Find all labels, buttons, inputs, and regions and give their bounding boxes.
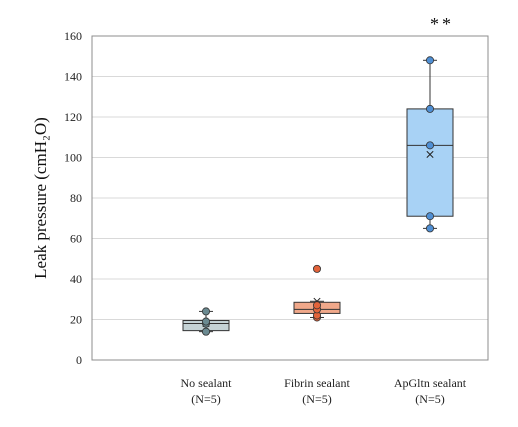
iqr-box: [406, 108, 454, 217]
category-n-label: (N=5): [415, 392, 444, 406]
box-group: [293, 264, 341, 322]
y-tick-label: 100: [64, 151, 82, 165]
y-axis-title: Leak pressure (cmH₂O): [31, 117, 50, 279]
box-group: [182, 307, 230, 336]
boxes: [182, 56, 454, 336]
data-point: [201, 307, 210, 316]
data-point: [312, 301, 321, 310]
category-n-label: (N=5): [191, 392, 220, 406]
data-point: [425, 224, 434, 233]
y-tick-label: 140: [64, 70, 82, 84]
y-tick-label: 0: [76, 353, 82, 367]
y-tick-label: 60: [70, 232, 82, 246]
y-tick-label: 160: [64, 29, 82, 43]
significance-annotation: **: [430, 14, 454, 34]
category-labels: No sealant (N=5) Fibrin sealant (N=5) ApGltn…: [181, 376, 467, 406]
y-tick-label: 80: [70, 191, 82, 205]
box-group: [406, 56, 454, 233]
data-point: [201, 317, 210, 326]
data-point: [425, 104, 434, 113]
plot-frame: [91, 35, 489, 361]
y-tick-label: 20: [70, 313, 82, 327]
data-point: [425, 141, 434, 150]
category-label: ApGltn sealant: [394, 376, 467, 390]
data-point: [201, 327, 210, 336]
grid-lines: [92, 76, 488, 320]
y-axis-ticks: 0 20 40 60 80 100 120 140 160: [64, 29, 82, 367]
outlier-point: [312, 264, 321, 273]
category-n-label: (N=5): [302, 392, 331, 406]
y-tick-label: 40: [70, 272, 82, 286]
y-tick-label: 120: [64, 110, 82, 124]
mean-marker: [426, 150, 434, 159]
category-label: Fibrin sealant: [284, 376, 350, 390]
data-point: [425, 56, 434, 65]
category-label: No sealant: [181, 376, 233, 390]
data-point: [425, 212, 434, 221]
